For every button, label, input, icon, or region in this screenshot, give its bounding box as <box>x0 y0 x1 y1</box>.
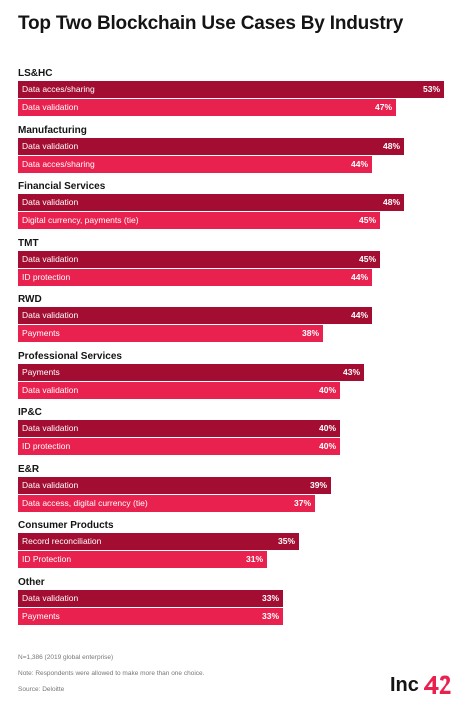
bar: Data acces/sharing 44% <box>18 156 372 173</box>
bar-value-label: 33% <box>261 611 279 621</box>
bar-category-label: ID Protection <box>22 554 72 564</box>
bar: Data acces/sharing 53% <box>18 81 444 98</box>
group-label: TMT <box>18 238 39 249</box>
bar-category-label: Digital currency, payments (tie) <box>22 215 139 225</box>
bar-value-label: 44% <box>350 159 368 169</box>
bar-value-label: 31% <box>245 554 263 564</box>
bar-value-label: 48% <box>382 197 400 207</box>
group-label: LS&HC <box>18 68 53 79</box>
bar-category-label: Data access, digital currency (tie) <box>22 498 148 508</box>
bar: Record reconciliation 35% <box>18 533 299 550</box>
bar: Digital currency, payments (tie) 45% <box>18 212 380 229</box>
svg-text:Inc: Inc <box>390 674 419 696</box>
bar-value-label: 43% <box>342 367 360 377</box>
source-note: Source: Deloitte <box>18 686 65 693</box>
bar-value-label: 44% <box>350 310 368 320</box>
bar-category-label: Payments <box>22 328 60 338</box>
group-label: RWD <box>18 294 42 305</box>
bar-category-label: Data acces/sharing <box>22 84 95 94</box>
bar: Data validation 40% <box>18 382 340 399</box>
bar-value-label: 45% <box>358 215 376 225</box>
respondent-note: Note: Respondents were allowed to make m… <box>18 670 205 677</box>
group-label: Financial Services <box>18 181 106 192</box>
bar: ID protection 40% <box>18 438 340 455</box>
bar-value-label: 48% <box>382 141 400 151</box>
inc42-logo: Inc <box>390 674 451 696</box>
bar: ID protection 44% <box>18 269 372 286</box>
bar: Data validation 33% <box>18 590 283 607</box>
bar-value-label: 45% <box>358 254 376 264</box>
bar: Data validation 47% <box>18 99 396 116</box>
bar-category-label: Data validation <box>22 385 79 395</box>
group-label: IP&C <box>18 407 42 418</box>
bar-category-label: Data validation <box>22 197 79 207</box>
bar-category-label: Data validation <box>22 254 79 264</box>
bar-category-label: Payments <box>22 611 60 621</box>
group-label: Other <box>18 577 45 588</box>
bar: Payments 43% <box>18 364 364 381</box>
bar: Data validation 45% <box>18 251 380 268</box>
page-title: Top Two Blockchain Use Cases By Industry <box>18 13 404 34</box>
bar-value-label: 47% <box>374 102 392 112</box>
group-label: E&R <box>18 464 40 475</box>
group-label: Manufacturing <box>18 125 87 136</box>
bar-value-label: 37% <box>293 498 311 508</box>
bar: Data validation 48% <box>18 138 404 155</box>
bar-category-label: Data validation <box>22 102 79 112</box>
bar: Data validation 39% <box>18 477 331 494</box>
bar: Payments 38% <box>18 325 323 342</box>
group-label: Professional Services <box>18 351 122 362</box>
bar-category-label: Data validation <box>22 593 79 603</box>
bar-category-label: Record reconciliation <box>22 536 102 546</box>
bar-value-label: 40% <box>318 441 336 451</box>
bar-category-label: Data validation <box>22 480 79 490</box>
bar-value-label: 40% <box>318 385 336 395</box>
bar-value-label: 39% <box>309 480 327 490</box>
bar-category-label: Data validation <box>22 423 79 433</box>
sample-note: N=1,386 (2019 global enterprise) <box>18 654 114 661</box>
bar-value-label: 33% <box>261 593 279 603</box>
bar-value-label: 44% <box>350 272 368 282</box>
bar: Data access, digital currency (tie) 37% <box>18 495 315 512</box>
bar-category-label: Data validation <box>22 310 79 320</box>
bar: Data validation 40% <box>18 420 340 437</box>
bar-category-label: ID protection <box>22 272 71 282</box>
bar-category-label: Data acces/sharing <box>22 159 95 169</box>
bar-value-label: 35% <box>277 536 295 546</box>
bar-category-label: Payments <box>22 367 60 377</box>
bar-category-label: ID protection <box>22 441 71 451</box>
bar: ID Protection 31% <box>18 551 267 568</box>
bar-value-label: 53% <box>422 84 440 94</box>
bar: Data validation 44% <box>18 307 372 324</box>
bar-category-label: Data validation <box>22 141 79 151</box>
bar: Payments 33% <box>18 608 283 625</box>
bar-value-label: 38% <box>301 328 319 338</box>
group-label: Consumer Products <box>18 520 114 531</box>
bar-value-label: 40% <box>318 423 336 433</box>
bar: Data validation 48% <box>18 194 404 211</box>
